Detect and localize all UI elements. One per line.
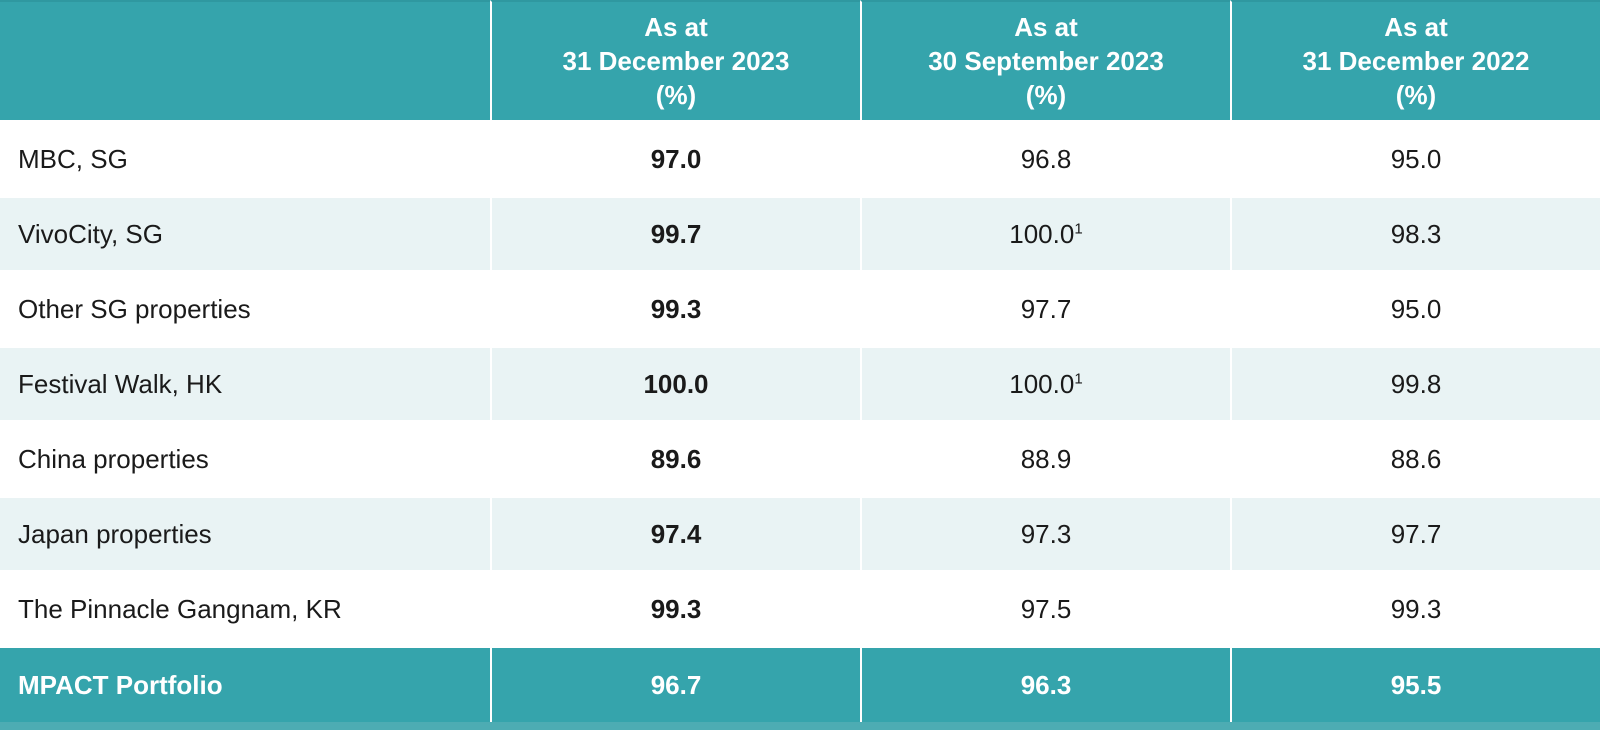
portfolio-label: MPACT Portfolio [0, 648, 490, 722]
value-text: 97.3 [1020, 518, 1072, 549]
value-text: 100.0 [643, 368, 709, 399]
header-line: (%) [655, 80, 697, 111]
value-cell: 100.01 [860, 348, 1230, 423]
value-text: 99.3 [650, 593, 702, 624]
value-text: 97.5 [1020, 593, 1072, 624]
value-text: 88.6 [1390, 443, 1442, 474]
value-text: 99.7 [650, 218, 702, 249]
value-text: 96.8 [1020, 143, 1072, 174]
header-cell-blank [0, 0, 490, 123]
value-cell: 97.0 [490, 123, 860, 198]
value-cell: 97.4 [490, 498, 860, 573]
value-text: 97.0 [650, 143, 702, 174]
portfolio-value-cell: 96.3 [860, 648, 1230, 722]
value-cell: 99.3 [490, 273, 860, 348]
footnote-sup: 1 [1074, 369, 1083, 387]
value-cell: 97.7 [1230, 498, 1600, 573]
header-cell-dec-2022: As at 31 December 2022 (%) [1230, 0, 1600, 123]
table-row: The Pinnacle Gangnam, KR 99.3 97.5 99.3 [0, 573, 1600, 648]
table-row: China properties 89.6 88.9 88.6 [0, 423, 1600, 498]
value-cell: 98.3 [1230, 198, 1600, 273]
header-line: (%) [1395, 80, 1437, 111]
row-label: The Pinnacle Gangnam, KR [0, 573, 490, 648]
value-cell: 97.5 [860, 573, 1230, 648]
value-cell: 89.6 [490, 423, 860, 498]
value-text: 99.3 [1390, 593, 1442, 624]
value-cell: 99.7 [490, 198, 860, 273]
header-line: As at [644, 11, 708, 42]
value-cell: 88.6 [1230, 423, 1600, 498]
value-text: 89.6 [650, 443, 702, 474]
value-cell: 88.9 [860, 423, 1230, 498]
row-label: Japan properties [0, 498, 490, 573]
value-text: 99.3 [650, 293, 702, 324]
row-label: Festival Walk, HK [0, 348, 490, 423]
table-row: Other SG properties 99.3 97.7 95.0 [0, 273, 1600, 348]
footnote-sup: 1 [1074, 219, 1083, 237]
header-line: As at [1014, 11, 1078, 42]
value-text: 99.8 [1390, 368, 1442, 399]
header-line: As at [1384, 11, 1448, 42]
value-cell: 99.3 [490, 573, 860, 648]
value-cell: 97.3 [860, 498, 1230, 573]
portfolio-total-row: MPACT Portfolio 96.7 96.3 95.5 [0, 648, 1600, 722]
value-cell: 99.3 [1230, 573, 1600, 648]
value-cell: 100.01 [860, 198, 1230, 273]
header-row: As at 31 December 2023 (%) As at 30 Sept… [0, 0, 1600, 123]
value-cell: 95.0 [1230, 273, 1600, 348]
row-label: China properties [0, 423, 490, 498]
header-line: 31 December 2022 [1302, 45, 1530, 76]
value-text: 97.4 [650, 518, 702, 549]
row-label: MBC, SG [0, 123, 490, 198]
header-cell-dec-2023: As at 31 December 2023 (%) [490, 0, 860, 123]
table-row: MBC, SG 97.0 96.8 95.0 [0, 123, 1600, 198]
value-cell: 100.0 [490, 348, 860, 423]
row-label: VivoCity, SG [0, 198, 490, 273]
value-cell: 97.7 [860, 273, 1230, 348]
value-cell: 96.8 [860, 123, 1230, 198]
value-text: 97.7 [1390, 518, 1442, 549]
header-line: 30 September 2023 [928, 45, 1164, 76]
row-label: Other SG properties [0, 273, 490, 348]
value-text: 98.3 [1390, 218, 1442, 249]
value-text: 95.0 [1390, 293, 1442, 324]
value-text: 97.7 [1020, 293, 1072, 324]
table-row: Japan properties 97.4 97.3 97.7 [0, 498, 1600, 573]
portfolio-value-cell: 95.5 [1230, 648, 1600, 722]
header-cell-sep-2023: As at 30 September 2023 (%) [860, 0, 1230, 123]
value-cell: 95.0 [1230, 123, 1600, 198]
portfolio-value-cell: 96.7 [490, 648, 860, 722]
value-text: 95.0 [1390, 143, 1442, 174]
value-text: 88.9 [1020, 443, 1072, 474]
header-line: 31 December 2023 [562, 45, 790, 76]
value-text: 100.0 [1009, 368, 1075, 399]
bottom-accent-strip [0, 722, 1600, 730]
value-text: 100.0 [1009, 218, 1075, 249]
value-cell: 99.8 [1230, 348, 1600, 423]
table-row: Festival Walk, HK 100.0 100.01 99.8 [0, 348, 1600, 423]
header-line: (%) [1025, 80, 1067, 111]
table-row: VivoCity, SG 99.7 100.01 98.3 [0, 198, 1600, 273]
